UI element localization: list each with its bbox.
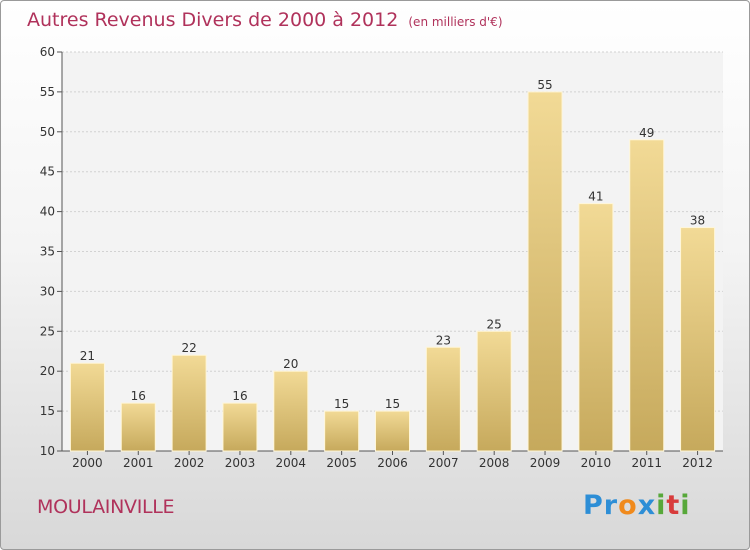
bar: [476, 330, 512, 452]
bar: [527, 91, 563, 452]
y-tick-label: 20: [40, 364, 55, 378]
bar: [273, 370, 309, 452]
bar: [375, 410, 410, 452]
y-tick-label: 30: [40, 284, 55, 298]
x-tick-label: 2005: [326, 456, 357, 470]
bar: [425, 346, 461, 452]
bar: [120, 402, 156, 452]
bar-value-label: 20: [283, 357, 298, 371]
y-tick-label: 50: [40, 125, 55, 139]
y-tick-label: 25: [40, 324, 55, 338]
bar-value-label: 21: [80, 349, 95, 363]
bar-value-label: 38: [690, 214, 705, 228]
bar-value-label: 49: [639, 126, 654, 140]
y-tick-label: 40: [40, 205, 55, 219]
y-tick-label: 35: [40, 245, 55, 259]
x-tick-label: 2004: [276, 456, 307, 470]
y-tick-label: 60: [40, 45, 55, 59]
x-tick-label: 2002: [174, 456, 205, 470]
bar: [222, 402, 258, 452]
proxiti-logo: Proxiti: [583, 490, 691, 521]
bar: [578, 203, 614, 452]
bar: [680, 227, 716, 452]
y-tick-label: 55: [40, 85, 55, 99]
bar-value-label: 41: [588, 190, 603, 204]
chart-title-text: Autres Revenus Divers de 2000 à 2012: [27, 9, 399, 31]
x-tick-label: 2003: [225, 456, 256, 470]
bar-value-label: 16: [131, 389, 146, 403]
bar: [69, 362, 105, 452]
chart-title: Autres Revenus Divers de 2000 à 2012 (en…: [27, 9, 503, 31]
logo-letter: i: [680, 490, 691, 521]
bar-value-label: 23: [436, 333, 451, 347]
x-tick-label: 2006: [377, 456, 408, 470]
x-tick-label: 2010: [581, 456, 612, 470]
bar: [324, 410, 360, 452]
bar-value-label: 16: [232, 389, 247, 403]
logo-letter: P: [583, 490, 604, 521]
bar-value-label: 55: [537, 78, 552, 92]
y-tick-label: 10: [40, 444, 55, 458]
bar: [171, 354, 207, 452]
y-tick-label: 45: [40, 165, 55, 179]
bar-value-label: 15: [385, 397, 400, 411]
logo-letter: o: [618, 490, 638, 521]
x-tick-label: 2011: [631, 456, 662, 470]
logo-letter: r: [603, 490, 619, 521]
y-tick-label: 15: [40, 404, 55, 418]
bar-value-label: 22: [181, 341, 196, 355]
bar-value-label: 25: [487, 317, 502, 331]
bar: [629, 139, 665, 452]
x-tick-label: 2007: [428, 456, 459, 470]
x-tick-label: 2000: [72, 456, 103, 470]
x-tick-label: 2008: [479, 456, 510, 470]
chart-subtitle: (en milliers d'€): [408, 15, 503, 29]
x-tick-label: 2001: [123, 456, 154, 470]
logo-letter: t: [666, 490, 681, 521]
x-tick-label: 2012: [682, 456, 713, 470]
logo-letter: x: [637, 490, 657, 521]
town-name: MOULAINVILLE: [37, 496, 175, 518]
logo-letter: i: [656, 490, 667, 521]
bar-value-label: 15: [334, 397, 349, 411]
x-tick-label: 2009: [530, 456, 561, 470]
